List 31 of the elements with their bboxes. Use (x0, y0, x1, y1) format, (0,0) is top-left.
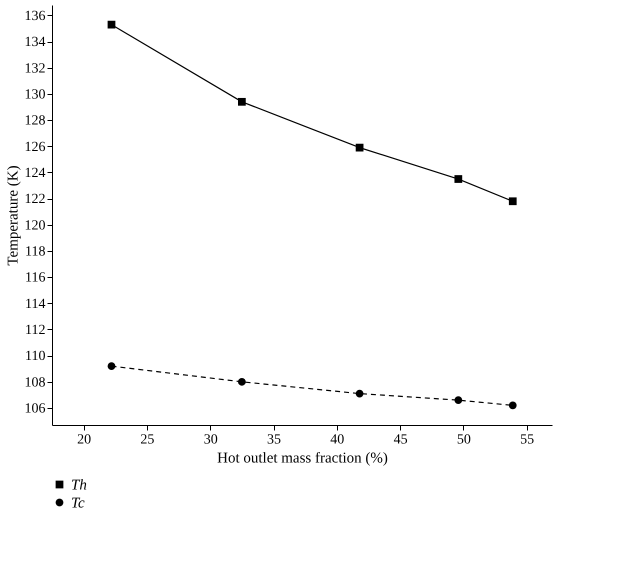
x-tick-label: 55 (520, 432, 534, 448)
x-tick-label: 50 (456, 432, 471, 448)
y-tick-label: 136 (24, 8, 46, 24)
y-tick-label: 114 (25, 296, 46, 312)
y-tick-label: 108 (24, 375, 46, 390)
y-tick-label: 118 (25, 244, 46, 260)
y-tick-label: 122 (24, 192, 46, 208)
x-tick-label: 25 (140, 432, 154, 448)
y-tick-label: 132 (24, 61, 46, 76)
x-tick-label: 40 (330, 432, 344, 448)
point (508, 402, 517, 410)
x-axis-title: Hot outlet mass fraction (%) (217, 450, 388, 466)
y-tick-label: 126 (24, 140, 46, 155)
y-tick-label: 124 (24, 166, 46, 181)
y-tick-label: 116 (25, 270, 46, 286)
y-tick-label: 130 (24, 87, 46, 102)
y-tick-label: 112 (25, 322, 46, 338)
x-tick-label: 30 (204, 432, 218, 448)
y-tick-label: 120 (24, 218, 46, 234)
legend-label: Th (71, 478, 87, 494)
point (108, 20, 116, 28)
x-tick-label: 45 (394, 432, 408, 448)
point (454, 396, 462, 404)
x-tick-label: 20 (77, 432, 92, 448)
y-tick-label: 128 (24, 114, 46, 129)
x-tick-label: 35 (267, 432, 282, 448)
y-axis-title: Temperature (K) (6, 165, 22, 266)
y-tick-label: 106 (24, 401, 46, 416)
y-tick-label: 134 (24, 35, 46, 50)
legend-label: Tc (71, 496, 85, 512)
y-tick-label: 110 (25, 349, 46, 364)
